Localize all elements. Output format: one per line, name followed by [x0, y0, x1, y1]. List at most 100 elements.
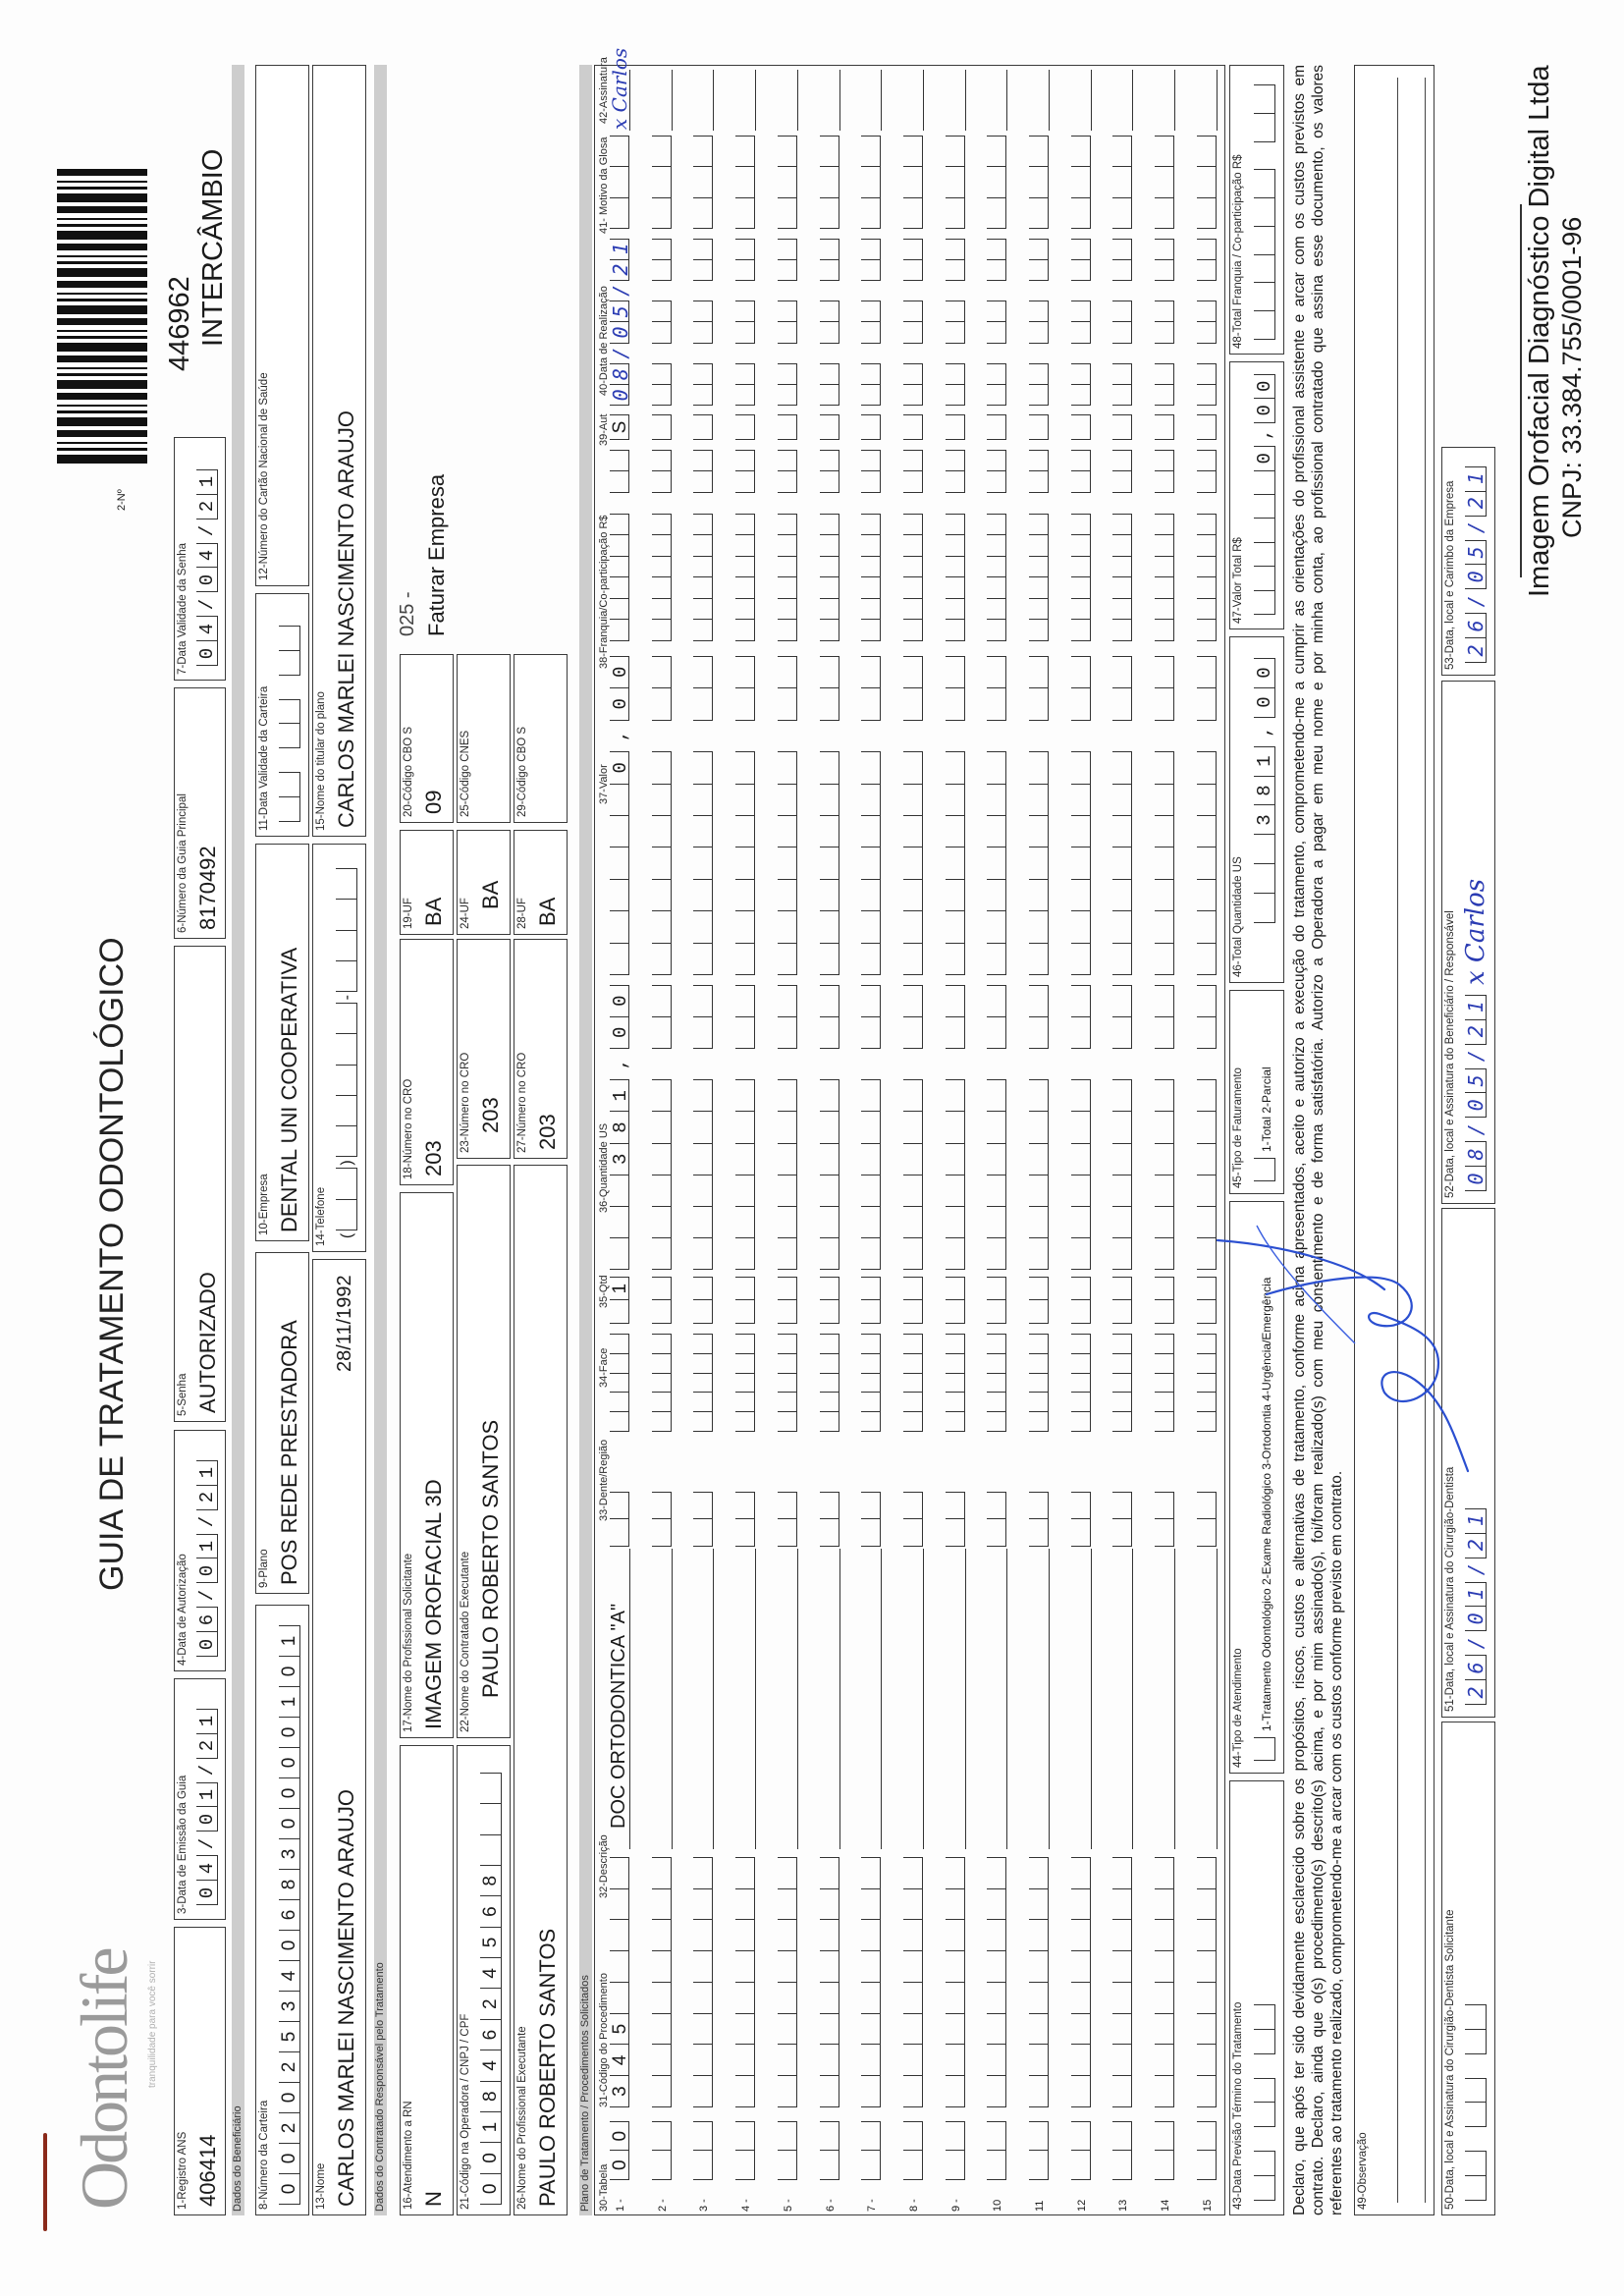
digit-cell: [1155, 577, 1174, 599]
execution-date-cells: [987, 239, 1006, 406]
digit-cell: [903, 655, 923, 689]
separator: [820, 344, 839, 363]
digit-cell: [1197, 985, 1217, 1018]
execution-date-cells: [861, 239, 881, 406]
digit-cell: [1465, 2103, 1487, 2128]
digit-cell: [1071, 535, 1091, 557]
digit-cell: [1112, 1951, 1132, 1983]
digit-cell: [820, 362, 839, 385]
separator: [987, 344, 1006, 363]
digit-cell: [778, 2121, 797, 2152]
digit-cell: [610, 1373, 629, 1394]
digit-cell: 4: [480, 1958, 502, 1990]
field-requesting-professional: 17-Nome do Profissional Solicitante IMAG…: [400, 1192, 454, 1738]
digit-cell: [778, 784, 797, 816]
field-plan-holder: 15-Nome do titular do plano CARLOS MARLE…: [312, 65, 366, 837]
field-national-health-card: 12-Número do Cartão Nacional de Saúde: [255, 65, 309, 586]
digit-cell: 2: [279, 2052, 300, 2083]
digit-cell: 0: [279, 1931, 300, 1961]
digit-cell: [820, 1951, 839, 1983]
aut-cell: [1071, 414, 1091, 440]
digit-cell: [1197, 688, 1217, 721]
digit-cell: [693, 943, 713, 975]
execution-date-cells: [693, 239, 713, 406]
qty-cells: [1155, 1277, 1174, 1324]
digit-cell: [1029, 197, 1049, 229]
digit-cell: [1029, 1393, 1049, 1413]
digit-cell: [778, 2013, 797, 2046]
digit-cell: [1029, 322, 1049, 344]
digit-cell: [652, 1519, 672, 1547]
digit-cell: [1029, 1519, 1049, 1547]
execution-date-cells: 08/05/21: [609, 234, 632, 406]
digit-cell: 5: [610, 2013, 630, 2046]
digit-cell: [778, 449, 797, 472]
copay-cells: [652, 449, 672, 641]
digit-cell: [693, 620, 713, 641]
stamp-line: [1520, 204, 1522, 577]
digit-cell: [820, 1920, 839, 1952]
row-number: 2 -: [657, 2199, 669, 2212]
qty-cells: [1029, 1277, 1049, 1324]
tooth-region-cells: [946, 1492, 965, 1547]
digit-cell: [1071, 1983, 1091, 2014]
digit-cell: [1254, 470, 1275, 495]
digit-cell: [610, 167, 629, 198]
digit-cell: [1071, 1079, 1091, 1113]
digit-cell: [735, 1920, 755, 1952]
digit-cell: [1029, 136, 1049, 168]
digit-cell: [1112, 620, 1132, 641]
digit-cell: [820, 1519, 839, 1547]
digit-cell: [1197, 1237, 1217, 1270]
digit-cell: [652, 1175, 672, 1207]
digit-cell: [693, 751, 713, 785]
digit-cell: [652, 556, 672, 578]
digit-cell: [735, 688, 755, 721]
digit-cell: [903, 1017, 923, 1050]
digit-cell: [1112, 1112, 1132, 1144]
digit-cell: [1155, 1017, 1174, 1050]
digit-cell: [946, 513, 965, 536]
digit-cell: [946, 2045, 965, 2077]
digit-cell: [1112, 513, 1132, 536]
digit-cell: [610, 1393, 629, 1413]
digit-cell: [820, 322, 839, 344]
separator: [778, 493, 797, 514]
separator: [652, 1049, 672, 1079]
digit-cell: [1197, 1079, 1217, 1113]
digit-cell: [987, 1334, 1006, 1354]
section-contractor: Dados do Contratado Responsável pelo Tra…: [374, 65, 387, 2215]
digit-cell: [903, 260, 923, 282]
digit-cell: [1112, 847, 1132, 880]
digit-cell: [987, 1492, 1006, 1520]
digit-cell: [778, 1334, 797, 1354]
digit-cell: [610, 1920, 629, 1952]
separator: [1465, 2127, 1487, 2151]
digit-cell: [778, 2076, 797, 2107]
digit-cell: [693, 301, 713, 323]
digit-cell: [861, 1143, 881, 1175]
qty-us-cells: [1071, 985, 1091, 1270]
digit-cell: [1112, 1492, 1132, 1520]
digit-cell: [1254, 169, 1275, 199]
digit-cell: [1029, 449, 1049, 472]
digit-cell: [820, 1112, 839, 1144]
digit-cell: [1071, 847, 1091, 880]
digit-cell: [778, 1175, 797, 1207]
digit-cell: [610, 1951, 629, 1983]
separator: [693, 721, 713, 751]
signature-field: [861, 70, 882, 131]
digit-cell: [1071, 1175, 1091, 1207]
digit-cell: [778, 513, 797, 536]
separator: [861, 1049, 881, 1079]
digit-cell: [1112, 1277, 1132, 1301]
separator: [1071, 493, 1091, 514]
digit-cell: [1071, 2151, 1091, 2180]
digit-cell: [820, 620, 839, 641]
tabela-cells: [1029, 2121, 1049, 2180]
digit-cell: [1029, 535, 1049, 557]
copay-cells: [820, 449, 839, 641]
digit-cell: [1071, 1412, 1091, 1432]
digit-cell: [820, 2151, 839, 2180]
